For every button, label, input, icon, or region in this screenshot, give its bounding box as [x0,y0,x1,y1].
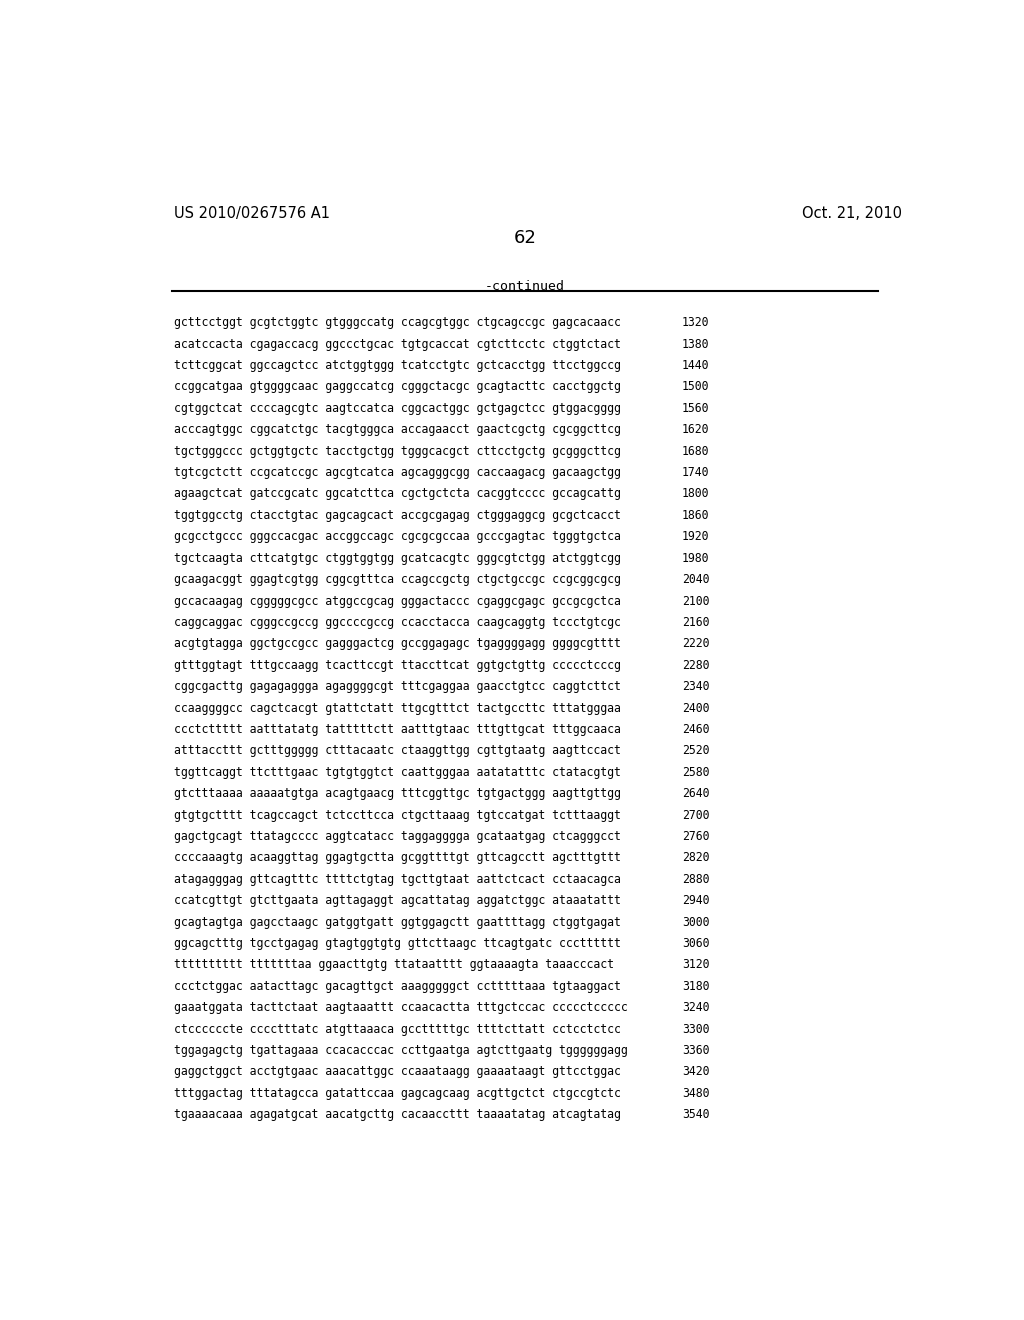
Text: tgctcaagta cttcatgtgc ctggtggtgg gcatcacgtc gggcgtctgg atctggtcgg: tgctcaagta cttcatgtgc ctggtggtgg gcatcac… [174,552,622,565]
Text: atagagggag gttcagtttc ttttctgtag tgcttgtaat aattctcact cctaacagca: atagagggag gttcagtttc ttttctgtag tgcttgt… [174,873,622,886]
Text: ccaaggggcc cagctcacgt gtattctatt ttgcgtttct tactgccttc tttatgggaa: ccaaggggcc cagctcacgt gtattctatt ttgcgtt… [174,701,622,714]
Text: tggagagctg tgattagaaa ccacacccac ccttgaatga agtcttgaatg tggggggagg: tggagagctg tgattagaaa ccacacccac ccttgaa… [174,1044,629,1057]
Text: 3180: 3180 [682,979,710,993]
Text: tggtggcctg ctacctgtac gagcagcact accgcgagag ctgggaggcg gcgctcacct: tggtggcctg ctacctgtac gagcagcact accgcga… [174,510,622,521]
Text: gcttcctggt gcgtctggtc gtgggccatg ccagcgtggc ctgcagccgc gagcacaacc: gcttcctggt gcgtctggtc gtgggccatg ccagcgt… [174,317,622,329]
Text: gtttggtagt tttgccaagg tcacttccgt ttaccttcat ggtgctgttg ccccctcccg: gtttggtagt tttgccaagg tcacttccgt ttacctt… [174,659,622,672]
Text: 2580: 2580 [682,766,710,779]
Text: 3480: 3480 [682,1086,710,1100]
Text: -continued: -continued [484,280,565,293]
Text: agaagctcat gatccgcatc ggcatcttca cgctgctcta cacggtcccc gccagcattg: agaagctcat gatccgcatc ggcatcttca cgctgct… [174,487,622,500]
Text: acatccacta cgagaccacg ggccctgcac tgtgcaccat cgtcttcctc ctggtctact: acatccacta cgagaccacg ggccctgcac tgtgcac… [174,338,622,351]
Text: cggcgacttg gagagaggga agaggggcgt tttcgaggaa gaacctgtcc caggtcttct: cggcgacttg gagagaggga agaggggcgt tttcgag… [174,680,622,693]
Text: 3420: 3420 [682,1065,710,1078]
Text: 2880: 2880 [682,873,710,886]
Text: gtctttaaaa aaaaatgtga acagtgaacg tttcggttgc tgtgactggg aagttgttgg: gtctttaaaa aaaaatgtga acagtgaacg tttcggt… [174,787,622,800]
Text: 2160: 2160 [682,616,710,628]
Text: 2400: 2400 [682,701,710,714]
Text: tgtcgctctt ccgcatccgc agcgtcatca agcagggcgg caccaagacg gacaagctgg: tgtcgctctt ccgcatccgc agcgtcatca agcaggg… [174,466,622,479]
Text: 3300: 3300 [682,1023,710,1036]
Text: tcttcggcat ggccagctcc atctggtggg tcatcctgtc gctcacctgg ttcctggccg: tcttcggcat ggccagctcc atctggtggg tcatcct… [174,359,622,372]
Text: 1800: 1800 [682,487,710,500]
Text: 1740: 1740 [682,466,710,479]
Text: 2460: 2460 [682,723,710,737]
Text: 1680: 1680 [682,445,710,458]
Text: 1320: 1320 [682,317,710,329]
Text: 2340: 2340 [682,680,710,693]
Text: ccggcatgaa gtggggcaac gaggccatcg cgggctacgc gcagtacttc cacctggctg: ccggcatgaa gtggggcaac gaggccatcg cgggcta… [174,380,622,393]
Text: US 2010/0267576 A1: US 2010/0267576 A1 [174,206,331,222]
Text: caggcaggac cgggccgccg ggccccgccg ccacctacca caagcaggtg tccctgtcgc: caggcaggac cgggccgccg ggccccgccg ccaccta… [174,616,622,628]
Text: acccagtggc cggcatctgc tacgtgggca accagaacct gaactcgctg cgcggcttcg: acccagtggc cggcatctgc tacgtgggca accagaa… [174,424,622,437]
Text: 1620: 1620 [682,424,710,437]
Text: ccatcgttgt gtcttgaata agttagaggt agcattatag aggatctggc ataaatattt: ccatcgttgt gtcttgaata agttagaggt agcatta… [174,894,622,907]
Text: 1980: 1980 [682,552,710,565]
Text: 2700: 2700 [682,809,710,821]
Text: 2760: 2760 [682,830,710,843]
Text: ccccaaagtg acaaggttag ggagtgctta gcggttttgt gttcagcctt agctttgttt: ccccaaagtg acaaggttag ggagtgctta gcggttt… [174,851,622,865]
Text: ccctctggac aatacttagc gacagttgct aaagggggct cctttttaaa tgtaaggact: ccctctggac aatacttagc gacagttgct aaagggg… [174,979,622,993]
Text: 1920: 1920 [682,531,710,544]
Text: tggttcaggt ttctttgaac tgtgtggtct caattgggaa aatatatttc ctatacgtgt: tggttcaggt ttctttgaac tgtgtggtct caattgg… [174,766,622,779]
Text: tttttttttt tttttttaa ggaacttgtg ttataatttt ggtaaaagta taaacccact: tttttttttt tttttttaa ggaacttgtg ttataatt… [174,958,614,972]
Text: 2640: 2640 [682,787,710,800]
Text: 1860: 1860 [682,510,710,521]
Text: 2940: 2940 [682,894,710,907]
Text: gcgcctgccc gggccacgac accggccagc cgcgcgccaa gcccgagtac tgggtgctca: gcgcctgccc gggccacgac accggccagc cgcgcgc… [174,531,622,544]
Text: 3240: 3240 [682,1002,710,1014]
Text: 3360: 3360 [682,1044,710,1057]
Text: ccctcttttt aatttatatg tatttttctt aatttgtaac tttgttgcat tttggcaaca: ccctcttttt aatttatatg tatttttctt aatttgt… [174,723,622,737]
Text: gccacaagag cgggggcgcc atggccgcag gggactaccc cgaggcgagc gccgcgctca: gccacaagag cgggggcgcc atggccgcag gggacta… [174,594,622,607]
Text: 2280: 2280 [682,659,710,672]
Text: ctccccccte cccctttatc atgttaaaca gcctttttgc ttttcttatt cctcctctcc: ctccccccte cccctttatc atgttaaaca gcctttt… [174,1023,622,1036]
Text: cgtggctcat ccccagcgtc aagtccatca cggcactggc gctgagctcc gtggacgggg: cgtggctcat ccccagcgtc aagtccatca cggcact… [174,401,622,414]
Text: 2220: 2220 [682,638,710,651]
Text: atttaccttt gctttggggg ctttacaatc ctaaggttgg cgttgtaatg aagttccact: atttaccttt gctttggggg ctttacaatc ctaaggt… [174,744,622,758]
Text: 2820: 2820 [682,851,710,865]
Text: gaggctggct acctgtgaac aaacattggc ccaaataagg gaaaataagt gttcctggac: gaggctggct acctgtgaac aaacattggc ccaaata… [174,1065,622,1078]
Text: Oct. 21, 2010: Oct. 21, 2010 [802,206,902,222]
Text: 1440: 1440 [682,359,710,372]
Text: 1560: 1560 [682,401,710,414]
Text: 2040: 2040 [682,573,710,586]
Text: 2100: 2100 [682,594,710,607]
Text: 3060: 3060 [682,937,710,950]
Text: 3120: 3120 [682,958,710,972]
Text: gcaagacggt ggagtcgtgg cggcgtttca ccagccgctg ctgctgccgc ccgcggcgcg: gcaagacggt ggagtcgtgg cggcgtttca ccagccg… [174,573,622,586]
Text: 1380: 1380 [682,338,710,351]
Text: tttggactag tttatagcca gatattccaa gagcagcaag acgttgctct ctgccgtctc: tttggactag tttatagcca gatattccaa gagcagc… [174,1086,622,1100]
Text: acgtgtagga ggctgccgcc gagggactcg gccggagagc tgaggggagg ggggcgtttt: acgtgtagga ggctgccgcc gagggactcg gccggag… [174,638,622,651]
Text: gaaatggata tacttctaat aagtaaattt ccaacactta tttgctccac ccccctccccc: gaaatggata tacttctaat aagtaaattt ccaacac… [174,1002,629,1014]
Text: ggcagctttg tgcctgagag gtagtggtgtg gttcttaagc ttcagtgatc ccctttttt: ggcagctttg tgcctgagag gtagtggtgtg gttctt… [174,937,622,950]
Text: gcagtagtga gagcctaagc gatggtgatt ggtggagctt gaattttagg ctggtgagat: gcagtagtga gagcctaagc gatggtgatt ggtggag… [174,916,622,928]
Text: 3540: 3540 [682,1109,710,1121]
Text: 3000: 3000 [682,916,710,928]
Text: 2520: 2520 [682,744,710,758]
Text: tgctgggccc gctggtgctc tacctgctgg tgggcacgct cttcctgctg gcgggcttcg: tgctgggccc gctggtgctc tacctgctgg tgggcac… [174,445,622,458]
Text: gtgtgctttt tcagccagct tctccttcca ctgcttaaag tgtccatgat tctttaaggt: gtgtgctttt tcagccagct tctccttcca ctgctta… [174,809,622,821]
Text: 1500: 1500 [682,380,710,393]
Text: tgaaaacaaa agagatgcat aacatgcttg cacaaccttt taaaatatag atcagtatag: tgaaaacaaa agagatgcat aacatgcttg cacaacc… [174,1109,622,1121]
Text: gagctgcagt ttatagcccc aggtcatacc taggagggga gcataatgag ctcagggcct: gagctgcagt ttatagcccc aggtcatacc taggagg… [174,830,622,843]
Text: 62: 62 [513,230,537,247]
